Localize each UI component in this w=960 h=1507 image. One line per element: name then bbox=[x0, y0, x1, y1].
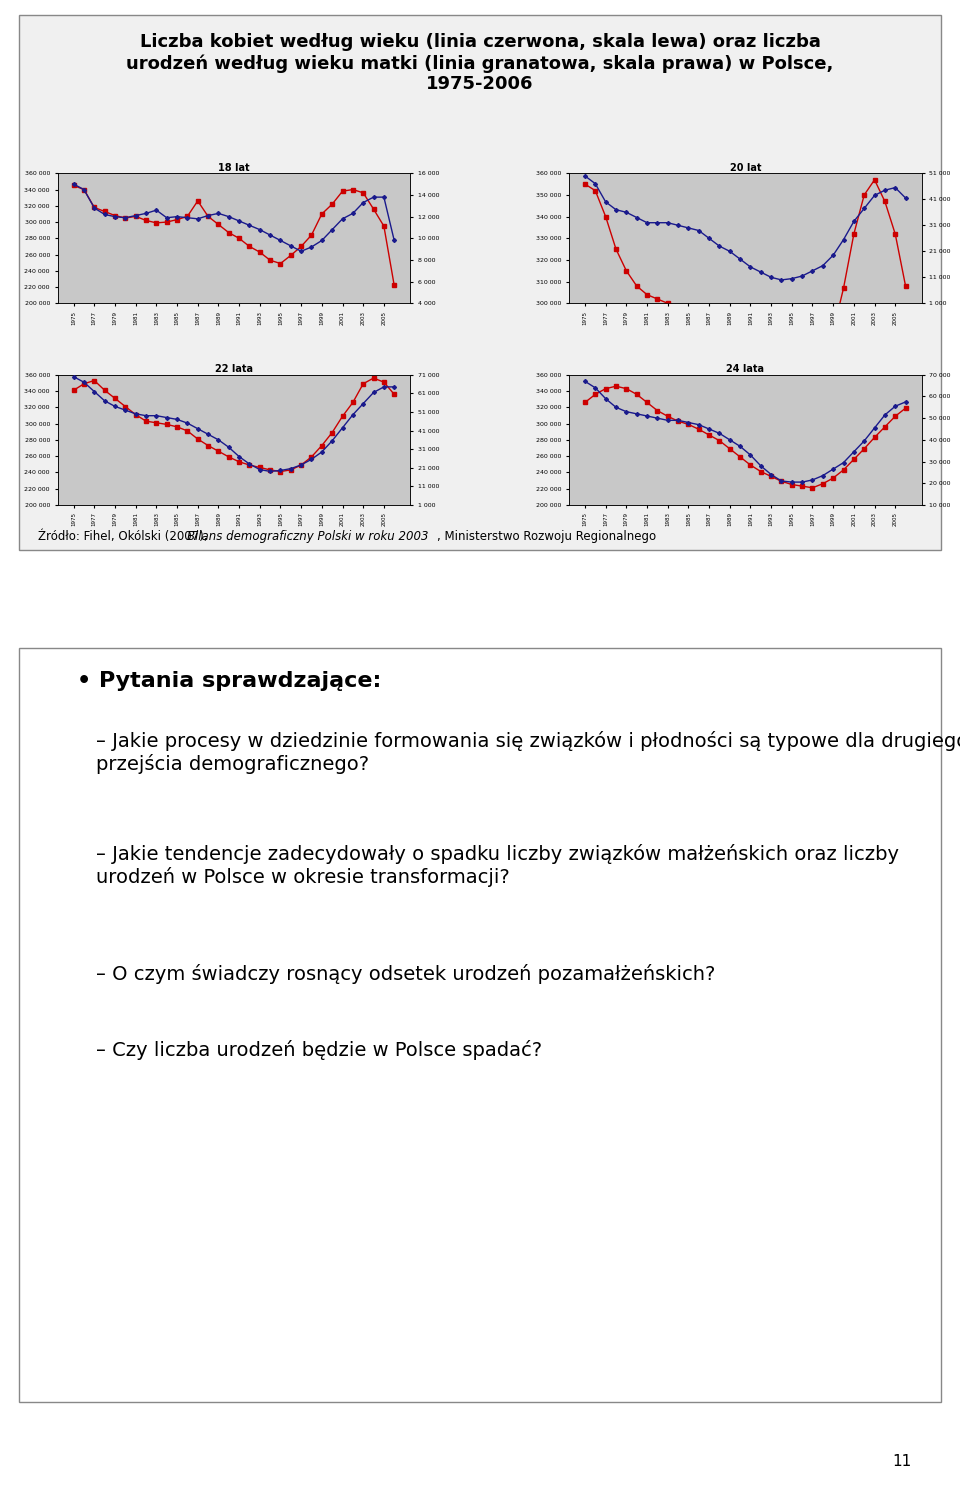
Text: – O czym świadczy rosnący odsetek urodzeń pozamałżeńskich?: – O czym świadczy rosnący odsetek urodze… bbox=[96, 964, 715, 984]
Text: 11: 11 bbox=[893, 1454, 912, 1469]
Title: 24 lata: 24 lata bbox=[727, 365, 764, 374]
Title: 20 lat: 20 lat bbox=[730, 163, 761, 172]
Text: • Pytania sprawdzające:: • Pytania sprawdzające: bbox=[77, 671, 381, 690]
Text: Bilans demograficzny Polski w roku 2003: Bilans demograficzny Polski w roku 2003 bbox=[187, 530, 429, 544]
Text: Liczba kobiet według wieku (linia czerwona, skala lewa) oraz liczba
urodzeń wedł: Liczba kobiet według wieku (linia czerwo… bbox=[127, 33, 833, 93]
Text: , Ministerstwo Rozwoju Regionalnego: , Ministerstwo Rozwoju Regionalnego bbox=[437, 530, 656, 544]
Title: 22 lata: 22 lata bbox=[215, 365, 252, 374]
Title: 18 lat: 18 lat bbox=[218, 163, 250, 172]
Text: Źródło: Fihel, Okólski (2007),: Źródło: Fihel, Okólski (2007), bbox=[38, 530, 211, 544]
Text: – Jakie tendencje zadecydowały o spadku liczby związków małżeńskich oraz liczby
: – Jakie tendencje zadecydowały o spadku … bbox=[96, 844, 899, 888]
Text: – Czy liczba urodzeń będzie w Polsce spadać?: – Czy liczba urodzeń będzie w Polsce spa… bbox=[96, 1040, 542, 1059]
Text: – Jakie procesy w dziedzinie formowania się związków i płodności są typowe dla d: – Jakie procesy w dziedzinie formowania … bbox=[96, 731, 960, 775]
